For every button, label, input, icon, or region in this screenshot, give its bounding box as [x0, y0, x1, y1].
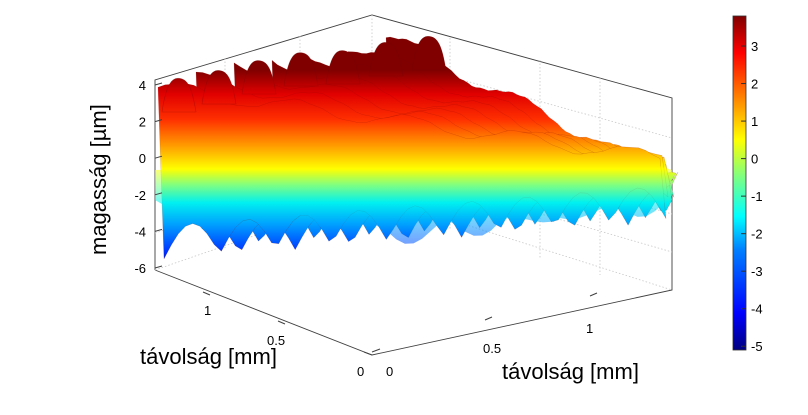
- z-tick-label: -6: [134, 261, 146, 276]
- surface-mesh: [155, 35, 679, 260]
- surface-peak: [201, 70, 237, 105]
- z-tick-label: 0: [139, 151, 146, 166]
- colorbar-tick-label: 3: [751, 39, 758, 54]
- surface-front-face: [155, 160, 672, 244]
- y-axis-label: távolság [mm]: [140, 344, 277, 369]
- z-tick-mark: [154, 119, 163, 123]
- surface-peaks: [161, 35, 447, 113]
- z-axis-label: magasság [µm]: [86, 104, 111, 255]
- colorbar: 3 2 1 0 -1 -2 -3 -4 -5: [732, 15, 763, 354]
- z-tick-mark: [154, 265, 163, 269]
- z-tick-label: 2: [139, 115, 146, 130]
- z-tick-mark: [154, 82, 163, 86]
- y-tick-0.5: 0.5: [267, 333, 285, 348]
- colorbar-tick-label: -1: [751, 189, 763, 204]
- colorbar-tick-label: -3: [751, 264, 763, 279]
- x-axis-label: távolság [mm]: [502, 359, 639, 384]
- y-tick-0: 0: [357, 364, 364, 379]
- colorbar-tick-label: -2: [751, 227, 763, 242]
- z-tick-mark: [154, 155, 163, 159]
- z-axis-ticks: 4 2 0 -2 -4 -6: [134, 78, 163, 276]
- colorbar-tick-label: 0: [751, 152, 758, 167]
- z-tick-mark: [154, 228, 163, 232]
- colorbar-ticks: 3 2 1 0 -1 -2 -3 -4 -5: [741, 39, 763, 354]
- colorbar-tick-label: 1: [751, 114, 758, 129]
- surface-peak: [241, 60, 277, 95]
- y-tick-1: 1: [204, 303, 211, 318]
- z-tick-label: 4: [139, 78, 146, 93]
- y-axis-ticks: 0 0.5 1: [202, 291, 373, 379]
- x-axis-ticks: 0 0.5 1: [371, 292, 598, 379]
- colorbar-tick-label: -4: [751, 302, 763, 317]
- surface-peak: [411, 35, 447, 71]
- colorbar-tick-label: 2: [751, 77, 758, 92]
- z-tick-mark: [154, 192, 163, 196]
- x-tick-0.5: 0.5: [483, 341, 501, 356]
- surface-peak: [368, 42, 404, 77]
- x-tick-0: 0: [386, 364, 393, 379]
- colorbar-tick-label: -5: [751, 339, 763, 354]
- colorbar-gradient: [732, 15, 747, 351]
- x-tick-1: 1: [586, 321, 593, 336]
- surface-peak: [161, 77, 197, 113]
- surface-peak: [283, 52, 319, 87]
- surface-peak: [325, 50, 361, 85]
- z-tick-label: -2: [134, 188, 146, 203]
- z-tick-label: -4: [134, 224, 146, 239]
